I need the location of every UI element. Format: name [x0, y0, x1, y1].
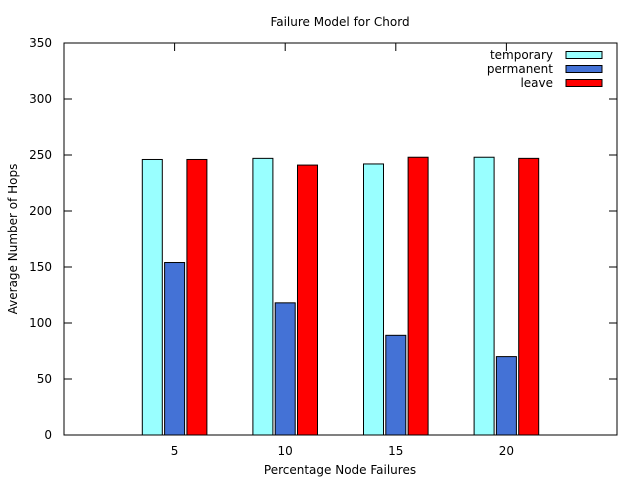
y-tick-label: 50 [37, 372, 52, 386]
legend-label-permanent: permanent [487, 62, 553, 76]
bar-leave-5 [186, 158, 208, 436]
bar-permanent-20 [495, 356, 517, 436]
x-tick-label: 15 [388, 444, 403, 458]
bar-permanent-10 [274, 302, 296, 436]
y-axis-label: Average Number of Hops [6, 164, 20, 315]
x-axis-label: Percentage Node Failures [264, 463, 416, 477]
y-tick-label: 0 [44, 428, 52, 442]
bar-temporary-5 [141, 158, 163, 436]
x-axis: 5 10 15 20 [171, 43, 514, 458]
bar-leave-20 [518, 157, 540, 436]
bar-leave-10 [297, 164, 318, 436]
bar-temporary-10 [252, 157, 274, 436]
y-tick-label: 300 [29, 92, 52, 106]
plot-frame [63, 42, 618, 436]
bar-temporary-20 [473, 156, 495, 436]
chart-title: Failure Model for Chord [270, 15, 409, 29]
legend-swatch-temporary [565, 51, 603, 59]
bar-permanent-5 [164, 262, 186, 436]
bar-permanent-15 [385, 334, 407, 436]
y-tick-label: 150 [29, 260, 52, 274]
x-tick-label: 5 [171, 444, 179, 458]
legend-label-temporary: temporary [490, 48, 553, 62]
bars [141, 156, 540, 436]
y-axis: 0 50 100 150 200 250 300 350 [29, 36, 617, 442]
bar-temporary-15 [363, 163, 384, 436]
y-tick-label: 250 [29, 148, 52, 162]
x-tick-label: 10 [278, 444, 293, 458]
x-tick-label: 20 [499, 444, 514, 458]
bar-leave-15 [407, 156, 429, 436]
y-tick-label: 100 [29, 316, 52, 330]
legend-label-leave: leave [520, 76, 553, 90]
legend-swatch-permanent [565, 65, 603, 73]
legend-swatch-leave [565, 79, 603, 87]
y-tick-label: 200 [29, 204, 52, 218]
y-tick-label: 350 [29, 36, 52, 50]
